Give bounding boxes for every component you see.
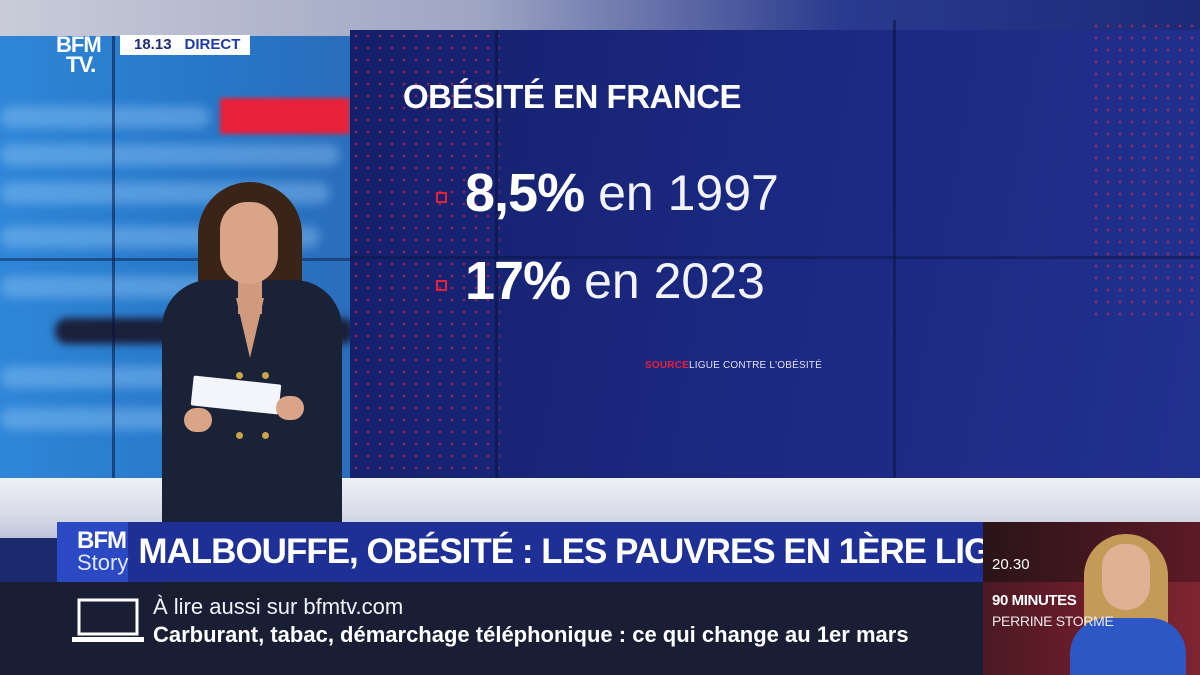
blurred-text-line — [0, 144, 340, 166]
jacket-lapel — [250, 298, 264, 358]
bfmtv-logo: BFM TV. — [56, 32, 102, 77]
jacket-button — [262, 432, 269, 439]
program-logo-line: BFM — [77, 527, 127, 554]
jacket-button — [262, 372, 269, 379]
next-program-panel: 20.30 90 MINUTES PERRINE STORME — [983, 522, 1200, 675]
ticker-bar — [0, 582, 990, 675]
host-face — [1102, 544, 1150, 610]
ticker-headline[interactable]: Carburant, tabac, démarchage téléphoniqu… — [153, 622, 909, 647]
screen-title: OBÉSITÉ EN FRANCE — [403, 78, 742, 115]
logo-line: TV. — [66, 52, 96, 77]
next-program-name: 90 MINUTES — [992, 592, 1077, 609]
source-value: LIGUE CONTRE L'OBÉSITÉ — [688, 360, 822, 371]
panel-seam — [112, 36, 115, 480]
stat-row: 8,5% en 1997 — [436, 162, 779, 224]
bfm-story-logo: BFM Story — [57, 522, 129, 582]
host-photo — [1066, 522, 1200, 675]
headline-bar: BFM Story MALBOUFFE, OBÉSITÉ : LES PAUVR… — [57, 522, 1038, 582]
stat-value: 17% — [465, 251, 571, 311]
square-bullet-icon — [436, 279, 447, 291]
jacket-button — [236, 432, 243, 439]
clock: 18.13 — [134, 36, 172, 53]
laptop-icon — [72, 598, 144, 642]
next-program-time: 20.30 — [992, 556, 1030, 573]
panel-seam — [350, 256, 1200, 259]
square-bullet-icon — [436, 191, 447, 203]
blurred-text-line — [0, 106, 210, 128]
headline: MALBOUFFE, OBÉSITÉ : LES PAUVRES EN 1ÈRE… — [138, 532, 1037, 571]
jacket-button — [236, 372, 243, 379]
ticker-kicker: À lire aussi sur bfmtv.com — [153, 594, 404, 619]
stat-value: 8,5% — [465, 163, 585, 223]
source-label: SOURCE — [645, 360, 689, 371]
next-program-host: PERRINE STORME — [992, 613, 1114, 629]
blurred-red-banner — [220, 98, 350, 134]
time-live-badge: 18.13 DIRECT — [120, 35, 251, 55]
presenter-hand — [184, 408, 212, 432]
stat-label: en 1997 — [598, 165, 779, 221]
stat-row: 17% en 2023 — [436, 250, 765, 312]
panel-seam — [495, 30, 498, 500]
presenter-hand — [276, 396, 304, 420]
program-logo-line: Story — [77, 550, 129, 575]
stat-label: en 2023 — [584, 253, 765, 309]
dot-pattern — [350, 30, 500, 490]
live-label: DIRECT — [184, 36, 241, 53]
panel-seam — [893, 20, 896, 500]
host-body — [1070, 618, 1186, 675]
source-credit: SOURCELIGUE CONTRE L'OBÉSITÉ — [645, 360, 822, 371]
panel-seam — [0, 258, 355, 261]
presenter-face — [220, 202, 278, 284]
logo-line: BFM — [56, 32, 102, 57]
blurred-text-line — [0, 408, 180, 430]
jacket-lapel — [236, 298, 250, 358]
dot-pattern — [1090, 20, 1200, 320]
